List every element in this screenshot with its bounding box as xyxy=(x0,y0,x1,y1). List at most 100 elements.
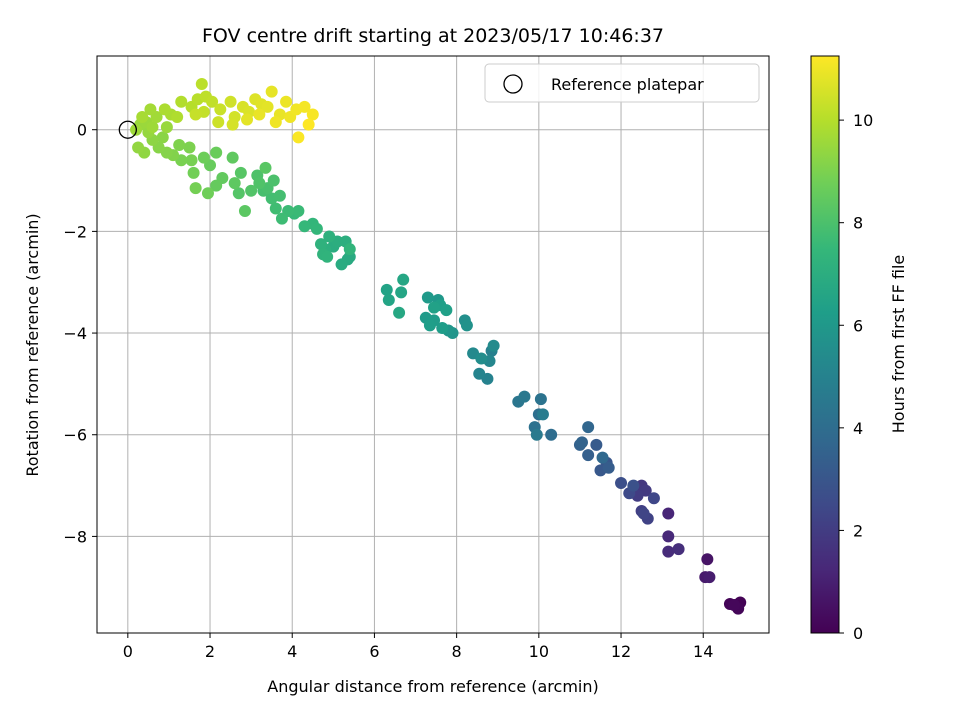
data-point xyxy=(245,184,258,197)
axis-ticks: 0 2 4 6 8 10 12 14 0 −2 −4 −6 −8 xyxy=(63,121,713,661)
data-point xyxy=(224,95,237,108)
data-point xyxy=(136,111,149,124)
x-tick-label: 6 xyxy=(369,642,379,661)
colorbar-tick-label: 2 xyxy=(853,521,863,540)
chart-title: FOV centre drift starting at 2023/05/17 … xyxy=(202,25,664,47)
data-point xyxy=(273,189,286,202)
data-point xyxy=(132,141,145,154)
data-point xyxy=(160,121,173,134)
x-tick-label: 10 xyxy=(529,642,549,661)
data-point xyxy=(197,151,210,164)
data-point xyxy=(156,131,169,144)
colorbar-gradient xyxy=(810,55,840,634)
colorbar-tick-label: 4 xyxy=(853,419,863,438)
data-point xyxy=(238,205,251,218)
data-point xyxy=(315,238,327,251)
data-point xyxy=(298,100,311,113)
data-point xyxy=(280,95,293,108)
y-tick-label: −4 xyxy=(63,324,87,343)
reference-point-marker xyxy=(118,120,137,139)
data-point xyxy=(703,571,716,584)
data-point xyxy=(393,306,406,319)
data-point xyxy=(183,141,196,154)
data-point xyxy=(590,438,603,451)
data-point xyxy=(395,286,408,299)
x-tick-label: 0 xyxy=(123,642,133,661)
data-point xyxy=(146,121,159,134)
data-point xyxy=(460,319,473,332)
colorbar-tick-label: 0 xyxy=(853,624,863,643)
data-point xyxy=(253,177,266,190)
data-point xyxy=(228,177,241,190)
data-point xyxy=(275,212,288,225)
data-point xyxy=(241,113,254,126)
data-point xyxy=(487,339,500,352)
data-point xyxy=(440,304,453,317)
data-point xyxy=(423,319,436,332)
data-point xyxy=(582,449,595,462)
data-point xyxy=(672,543,685,556)
data-point xyxy=(214,103,227,116)
x-tick-label: 4 xyxy=(287,642,297,661)
data-point xyxy=(596,451,609,464)
legend-label-reference: Reference platepar xyxy=(551,75,704,94)
data-point xyxy=(187,166,200,179)
data-point xyxy=(582,421,595,434)
data-point xyxy=(306,108,319,121)
data-point xyxy=(158,103,171,116)
data-point xyxy=(292,205,305,218)
data-point xyxy=(321,250,334,263)
y-tick-label: 0 xyxy=(77,121,87,140)
x-axis-label: Angular distance from reference (arcmin) xyxy=(267,677,598,696)
data-point xyxy=(144,103,157,116)
data-point xyxy=(226,151,239,164)
data-point xyxy=(662,545,675,558)
data-point xyxy=(185,154,198,167)
y-axis-label: Rotation from reference (arcmin) xyxy=(23,213,42,476)
data-point xyxy=(189,182,202,195)
data-point xyxy=(602,461,615,474)
data-point xyxy=(475,352,488,365)
data-point xyxy=(575,436,588,449)
data-point xyxy=(728,599,741,612)
legend-box xyxy=(484,63,760,103)
colorbar-tick-label: 6 xyxy=(853,316,863,335)
colorbar-tick-label: 10 xyxy=(853,111,873,130)
data-point xyxy=(380,283,393,296)
data-point xyxy=(210,179,223,192)
data-point xyxy=(171,111,184,124)
colorbar-label: Hours from first FF file xyxy=(889,255,908,434)
data-point xyxy=(265,85,278,98)
data-point xyxy=(343,243,356,256)
data-point xyxy=(627,479,640,492)
data-point xyxy=(637,507,650,520)
data-point xyxy=(253,108,266,121)
data-point xyxy=(298,220,311,233)
data-point xyxy=(615,477,628,490)
data-point xyxy=(302,118,315,131)
data-point xyxy=(536,408,549,421)
data-point xyxy=(662,530,675,543)
data-point xyxy=(662,507,675,520)
x-tick-label: 8 xyxy=(452,642,462,661)
data-point xyxy=(232,187,245,200)
data-points xyxy=(118,77,747,615)
data-point xyxy=(323,230,336,243)
data-point xyxy=(195,77,208,90)
data-point xyxy=(382,294,395,307)
data-point xyxy=(259,161,272,174)
data-point xyxy=(269,202,282,215)
data-point xyxy=(310,222,323,235)
data-point xyxy=(473,367,486,380)
y-tick-label: −6 xyxy=(63,426,87,445)
data-point xyxy=(545,428,558,441)
data-point xyxy=(189,108,202,121)
x-tick-label: 12 xyxy=(611,642,631,661)
data-point xyxy=(212,116,225,129)
data-point xyxy=(261,100,274,113)
data-point xyxy=(534,393,547,406)
data-point xyxy=(701,553,714,566)
data-point xyxy=(175,95,188,108)
data-point xyxy=(226,118,239,131)
